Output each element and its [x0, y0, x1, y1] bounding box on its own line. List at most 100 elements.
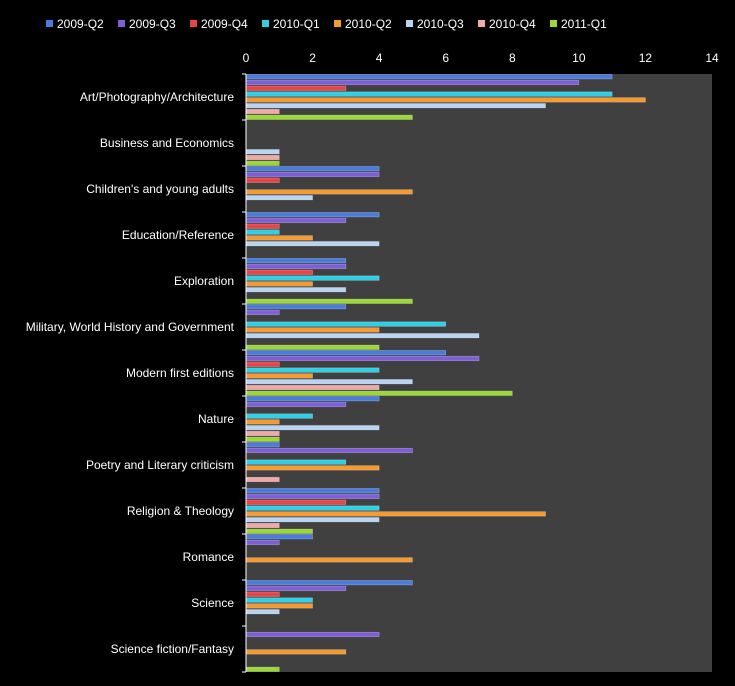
bar-nature-2010-q2 — [245, 419, 280, 425]
bar-science-2009-q3 — [245, 585, 347, 592]
bar-religion-theology-2010-q2 — [245, 511, 546, 517]
bar-nature-2010-q3 — [245, 425, 380, 431]
bar-art-photography-architecture-2010-q3 — [245, 103, 546, 109]
bar-poetry-and-literary-criticism-2009-q3 — [245, 447, 413, 454]
bar-modern-first-editions-2009-q3 — [245, 355, 480, 362]
bar-religion-theology-2010-q4 — [245, 522, 280, 529]
bar-military-world-history-and-government-2009-q2 — [245, 304, 347, 310]
bar-modern-first-editions-2010-q2 — [245, 373, 313, 379]
bar-science-2009-q2 — [245, 580, 413, 586]
bar-nature-2009-q3 — [245, 401, 347, 408]
x-tick-label: 8 — [509, 51, 516, 65]
x-tick-label: 14 — [705, 51, 719, 65]
bar-modern-first-editions-2011-q1 — [245, 390, 513, 396]
bar-science-2010-q1 — [245, 597, 313, 603]
legend-label-2010-q4: 2010-Q4 — [489, 17, 536, 31]
bar-art-photography-architecture-2009-q3 — [245, 79, 580, 86]
category-label-religion-theology: Religion & Theology — [127, 504, 234, 518]
bar-poetry-and-literary-criticism-2010-q2 — [245, 465, 380, 471]
bar-science-fiction-fantasy-2010-q2 — [245, 649, 347, 655]
bar-religion-theology-2010-q1 — [245, 505, 380, 511]
category-label-romance: Romance — [183, 550, 235, 564]
bar-romance-2010-q2 — [245, 557, 413, 563]
bar-religion-theology-2009-q3 — [245, 493, 380, 500]
bar-children-s-and-young-adults-2009-q3 — [245, 171, 380, 178]
bar-art-photography-architecture-2011-q1 — [245, 114, 413, 120]
category-label-military-world-history-and-government: Military, World History and Government — [26, 320, 235, 334]
x-tick-label: 12 — [639, 51, 653, 65]
category-label-exploration: Exploration — [174, 274, 234, 288]
legend-swatch-2009-q2 — [46, 20, 53, 27]
bar-modern-first-editions-2010-q4 — [245, 384, 380, 391]
category-label-business-and-economics: Business and Economics — [100, 136, 234, 150]
category-label-art-photography-architecture: Art/Photography/Architecture — [80, 90, 234, 104]
bar-poetry-and-literary-criticism-2010-q4 — [245, 476, 280, 483]
bar-religion-theology-2011-q1 — [245, 528, 313, 534]
legend-swatch-2009-q3 — [118, 20, 125, 27]
bar-nature-2011-q1 — [245, 436, 280, 442]
bar-exploration-2009-q2 — [245, 258, 347, 264]
bar-religion-theology-2009-q2 — [245, 488, 380, 494]
legend: 2009-Q2 2009-Q3 2009-Q4 2010-Q1 2010-Q2 2010-… — [46, 17, 607, 31]
legend-label-2009-q4: 2009-Q4 — [201, 17, 248, 31]
bar-children-s-and-young-adults-2010-q3 — [245, 195, 313, 201]
bar-exploration-2009-q3 — [245, 263, 347, 270]
bar-exploration-2010-q3 — [245, 287, 347, 293]
legend-label-2009-q2: 2009-Q2 — [57, 17, 104, 31]
category-label-science: Science — [191, 596, 234, 610]
bar-art-photography-architecture-2010-q1 — [245, 91, 613, 97]
category-label-science-fiction-fantasy: Science fiction/Fantasy — [111, 642, 234, 656]
bar-nature-2010-q1 — [245, 413, 313, 419]
bar-exploration-2011-q1 — [245, 298, 413, 304]
legend-swatch-2011-q1 — [550, 20, 557, 27]
bar-religion-theology-2009-q4 — [245, 499, 347, 505]
legend-label-2011-q1: 2011-Q1 — [561, 17, 607, 31]
legend-label-2010-q2: 2010-Q2 — [345, 17, 392, 31]
legend-label-2009-q3: 2009-Q3 — [129, 17, 176, 31]
category-label-modern-first-editions: Modern first editions — [126, 366, 234, 380]
bar-military-world-history-and-government-2009-q3 — [245, 309, 280, 316]
legend-label-2010-q1: 2010-Q1 — [273, 17, 320, 31]
legend-swatch-2010-q2 — [334, 20, 341, 27]
x-tick-label: 4 — [376, 51, 383, 65]
bar-military-world-history-and-government-2010-q2 — [245, 327, 380, 333]
category-label-education-reference: Education/Reference — [122, 228, 234, 242]
x-tick-label: 6 — [442, 51, 449, 65]
x-axis-ticks: 0 2 4 6 8 10 12 14 — [243, 51, 719, 65]
bar-children-s-and-young-adults-2010-q2 — [245, 189, 413, 195]
bar-children-s-and-young-adults-2009-q4 — [245, 177, 280, 183]
bar-exploration-2010-q1 — [245, 275, 380, 281]
bar-nature-2010-q4 — [245, 430, 280, 437]
bar-education-reference-2009-q4 — [245, 223, 280, 229]
bar-education-reference-2010-q1 — [245, 229, 280, 235]
bar-exploration-2009-q4 — [245, 269, 313, 275]
bar-modern-first-editions-2009-q4 — [245, 361, 280, 367]
bar-art-photography-architecture-2009-q2 — [245, 74, 613, 80]
bar-military-world-history-and-government-2010-q3 — [245, 333, 480, 339]
bar-education-reference-2010-q3 — [245, 241, 380, 247]
bar-children-s-and-young-adults-2009-q2 — [245, 166, 380, 172]
bar-education-reference-2009-q2 — [245, 212, 380, 218]
bar-religion-theology-2010-q3 — [245, 517, 380, 523]
legend-swatch-2010-q4 — [478, 20, 485, 27]
bar-education-reference-2009-q3 — [245, 217, 347, 224]
bar-nature-2009-q2 — [245, 396, 380, 402]
legend-swatch-2010-q1 — [262, 20, 269, 27]
bar-science-2009-q4 — [245, 591, 280, 597]
bar-art-photography-architecture-2009-q4 — [245, 85, 347, 91]
bar-science-fiction-fantasy-2011-q1 — [245, 666, 280, 672]
bar-modern-first-editions-2010-q1 — [245, 367, 380, 373]
x-tick-label: 0 — [243, 51, 250, 65]
x-tick-label: 10 — [572, 51, 586, 65]
category-label-nature: Nature — [198, 412, 234, 426]
legend-label-2010-q3: 2010-Q3 — [417, 17, 464, 31]
legend-swatch-2010-q3 — [406, 20, 413, 27]
bar-science-fiction-fantasy-2009-q3 — [245, 631, 380, 638]
bar-modern-first-editions-2010-q3 — [245, 379, 413, 385]
bars — [245, 74, 646, 672]
bar-science-2010-q3 — [245, 609, 280, 615]
bar-art-photography-architecture-2010-q4 — [245, 108, 280, 115]
bar-military-world-history-and-government-2010-q1 — [245, 321, 447, 327]
bar-modern-first-editions-2009-q2 — [245, 350, 447, 356]
